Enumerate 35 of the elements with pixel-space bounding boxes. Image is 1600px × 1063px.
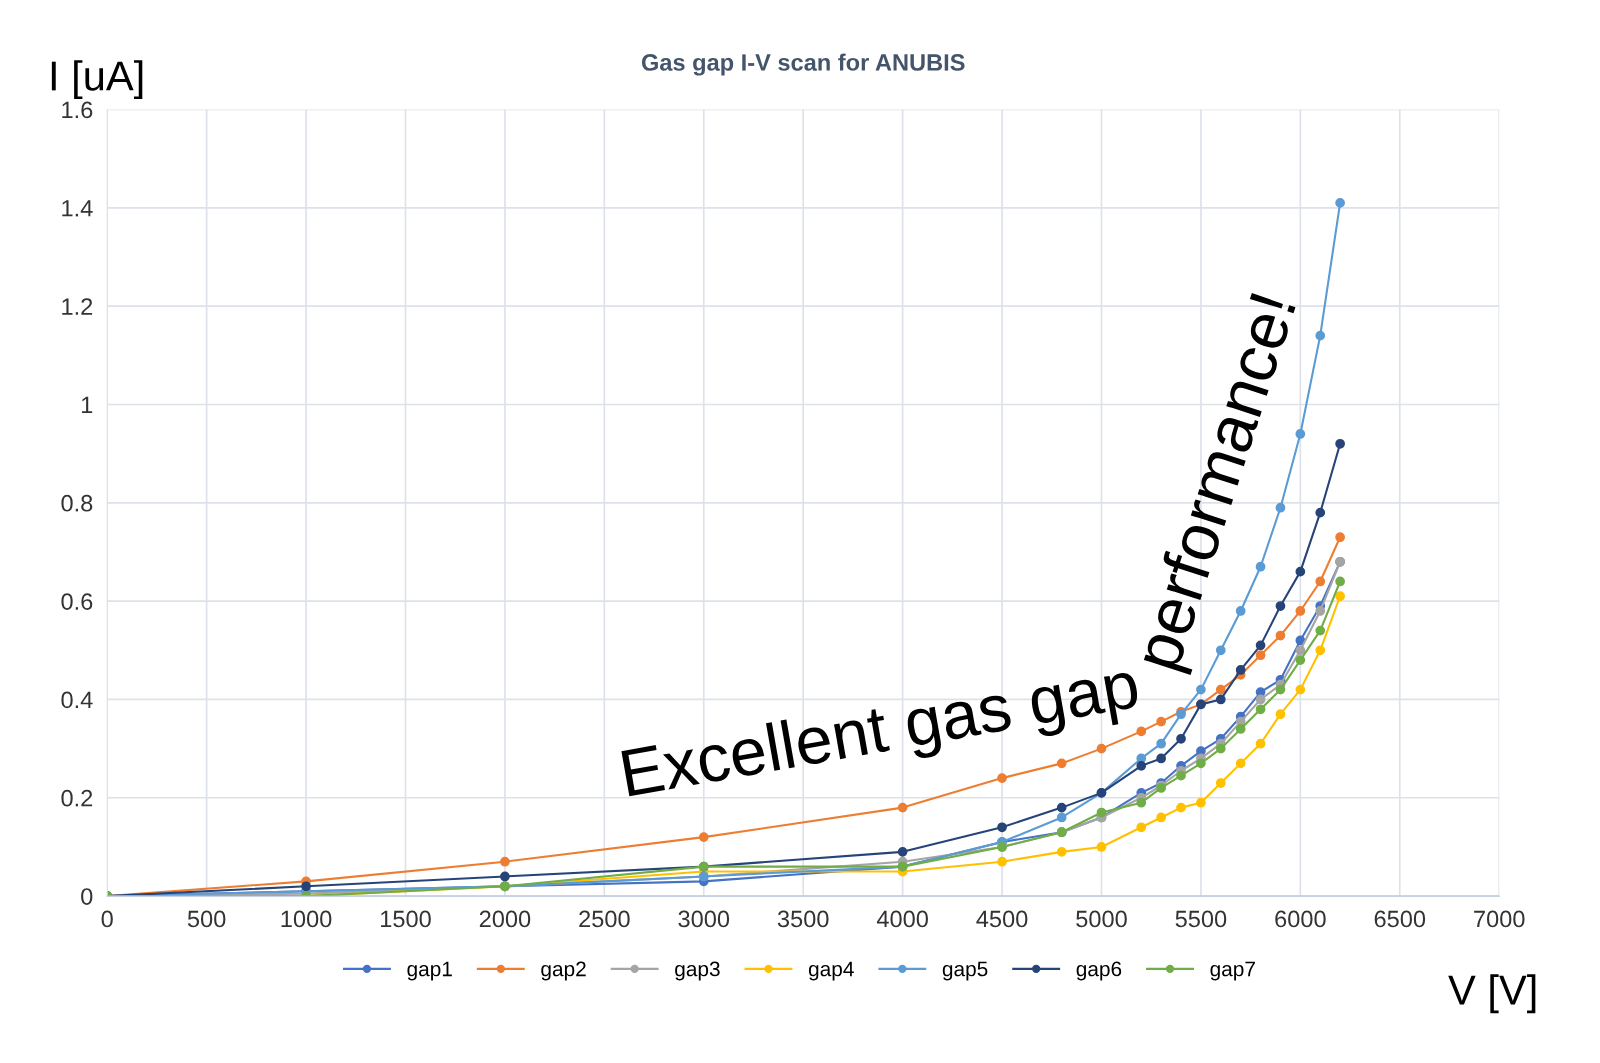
legend-label: gap3 bbox=[675, 961, 720, 981]
legend-label: gap7 bbox=[1210, 961, 1255, 981]
legend-label: gap5 bbox=[942, 961, 988, 981]
x-tick-label: 3000 bbox=[678, 910, 730, 928]
annotation: Excellent gas gap bbox=[621, 658, 1142, 810]
x-tick-label: 4500 bbox=[976, 910, 1028, 928]
y-tick-label: 0.6 bbox=[61, 593, 93, 610]
legend-label: gap1 bbox=[407, 961, 452, 981]
y-tick-label: 0.4 bbox=[61, 691, 93, 709]
y-axis-title: I [uA] bbox=[51, 60, 143, 99]
y-tick-label: 1.4 bbox=[62, 200, 93, 217]
x-axis-title: V [V] bbox=[1448, 974, 1536, 1014]
x-tick-label: 1500 bbox=[381, 910, 431, 928]
x-tick-label: 2500 bbox=[579, 910, 630, 928]
y-tick-label: 0 bbox=[81, 888, 93, 905]
y-tick-label: 0.2 bbox=[61, 789, 93, 807]
x-tick-label: 500 bbox=[187, 910, 226, 928]
x-tick-label: 0 bbox=[101, 910, 113, 928]
x-tick-label: 7000 bbox=[1474, 910, 1525, 928]
y-tick-label: 1.2 bbox=[62, 298, 93, 315]
legend-label: gap6 bbox=[1076, 961, 1122, 981]
x-tick-label: 3500 bbox=[777, 910, 829, 928]
y-tick-label: 1 bbox=[81, 396, 93, 414]
y-tick-label: 0.8 bbox=[61, 494, 93, 512]
legend-label: gap4 bbox=[808, 961, 854, 981]
x-tick-label: 5500 bbox=[1175, 910, 1227, 928]
x-tick-label: 6000 bbox=[1275, 910, 1326, 928]
x-tick-label: 1000 bbox=[281, 910, 332, 928]
x-tick-label: 6500 bbox=[1374, 910, 1426, 928]
legend-label: gap2 bbox=[541, 961, 586, 981]
chart-title: Gas gap I-V scan for ANUBIS bbox=[641, 53, 965, 76]
x-tick-label: 5000 bbox=[1076, 910, 1127, 928]
x-tick-label: 4000 bbox=[876, 910, 928, 928]
y-tick-label: 1.6 bbox=[62, 101, 93, 119]
x-tick-label: 2000 bbox=[479, 910, 531, 928]
